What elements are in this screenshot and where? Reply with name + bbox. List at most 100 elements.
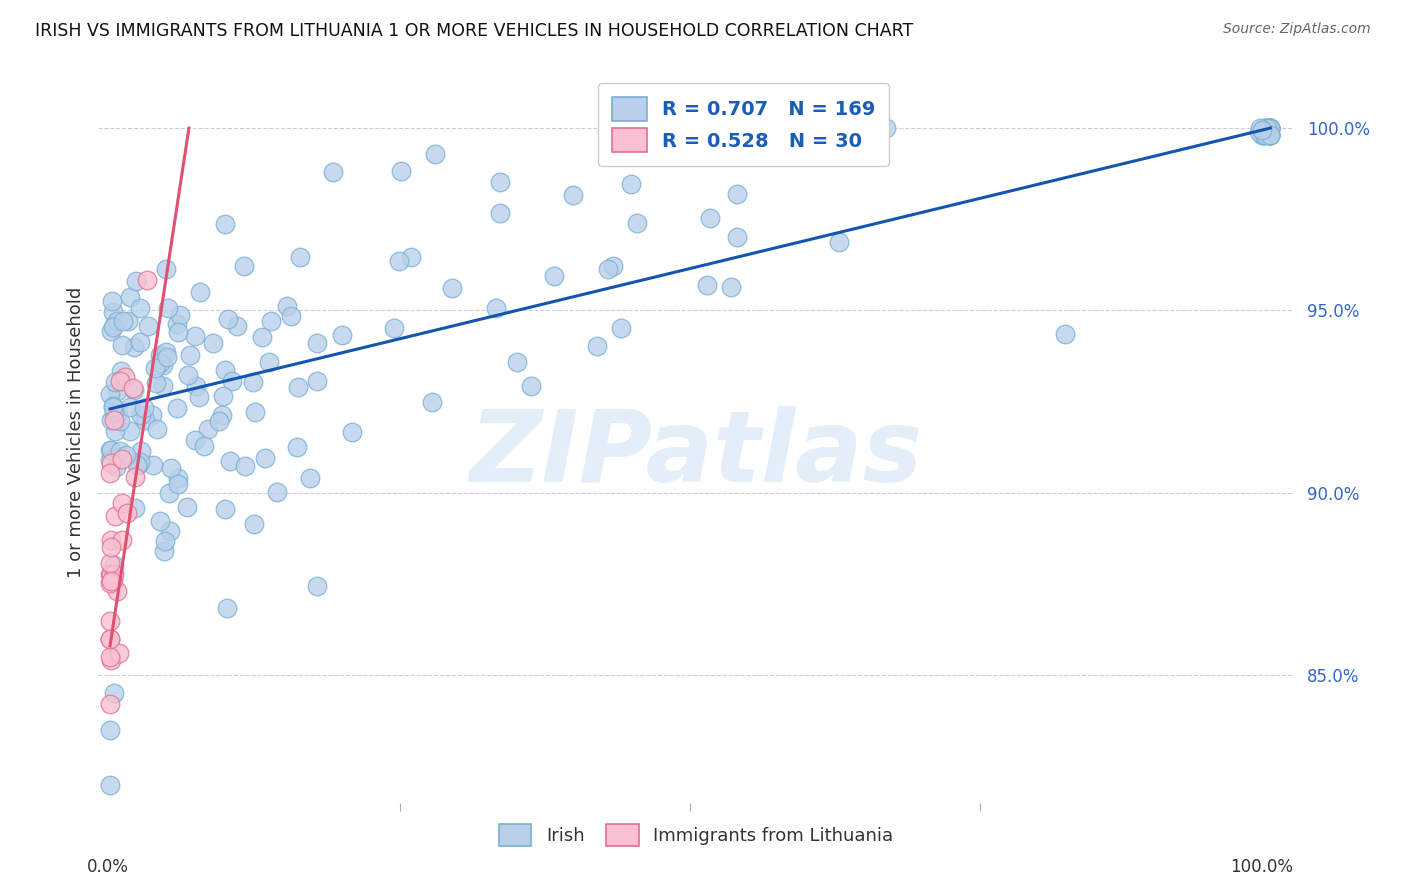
Point [1257,122,1279,136]
Point [152,379,174,393]
Point [598,262,620,277]
Point [103,375,125,389]
Point [114,448,136,462]
Point [98,649,121,664]
Point [166,401,188,415]
Point [1254,121,1277,136]
Point [145,376,167,390]
Point [103,686,125,700]
Y-axis label: 1 or more Vehicles in Household: 1 or more Vehicles in Household [66,287,84,578]
Point [157,301,180,316]
Point [100,566,122,581]
Point [1251,128,1274,143]
Point [330,328,353,343]
Point [101,305,124,319]
Point [307,336,329,351]
Point [104,424,127,438]
Point [183,433,205,447]
Point [100,568,122,582]
Point [104,509,127,524]
Point [399,250,422,264]
Point [111,496,134,510]
Point [1253,128,1275,142]
Point [103,318,125,333]
Point [1258,121,1281,136]
Point [149,356,172,370]
Point [155,261,177,276]
Point [115,506,138,520]
Point [122,384,145,398]
Point [188,391,211,405]
Point [1258,121,1281,136]
Point [100,614,122,628]
Text: 0.0%: 0.0% [87,858,129,876]
Point [1256,121,1278,136]
Text: ZIPatlas: ZIPatlas [470,407,922,503]
Point [103,405,125,419]
Point [388,254,411,268]
Point [111,314,134,328]
Point [193,439,215,453]
Point [285,440,308,454]
Point [696,278,718,293]
Point [107,406,129,420]
Point [153,544,176,558]
Point [307,375,329,389]
Point [1054,326,1077,341]
Point [110,364,132,378]
Point [98,632,121,646]
Point [342,425,364,440]
Point [217,311,239,326]
Point [110,374,132,388]
Point [124,470,146,484]
Point [108,414,131,428]
Point [488,205,510,219]
Point [98,632,121,646]
Point [98,557,121,571]
Point [243,517,266,532]
Point [127,458,149,472]
Point [111,337,134,351]
Point [211,408,233,422]
Point [184,328,207,343]
Point [134,413,156,427]
Point [101,399,124,413]
Point [1258,121,1281,136]
Point [100,442,122,457]
Point [208,414,231,428]
Point [132,401,155,416]
Point [143,361,166,376]
Point [101,294,124,309]
Point [699,211,721,226]
Point [146,421,169,435]
Point [610,321,633,335]
Point [253,450,276,465]
Point [100,413,122,427]
Point [212,389,235,403]
Point [186,379,208,393]
Point [1258,128,1281,143]
Point [214,362,236,376]
Point [1258,128,1281,143]
Point [1256,121,1278,136]
Point [1258,121,1281,136]
Point [141,409,163,423]
Point [215,601,238,615]
Point [384,321,406,335]
Point [98,443,121,458]
Point [122,340,145,354]
Point [488,175,510,189]
Point [135,273,157,287]
Point [120,424,142,438]
Point [167,476,190,491]
Point [136,318,159,333]
Point [103,413,125,427]
Point [250,329,273,343]
Point [101,573,124,587]
Point [221,375,243,389]
Point [440,280,463,294]
Point [1258,128,1281,143]
Point [100,324,122,338]
Point [153,533,176,548]
Point [98,387,121,401]
